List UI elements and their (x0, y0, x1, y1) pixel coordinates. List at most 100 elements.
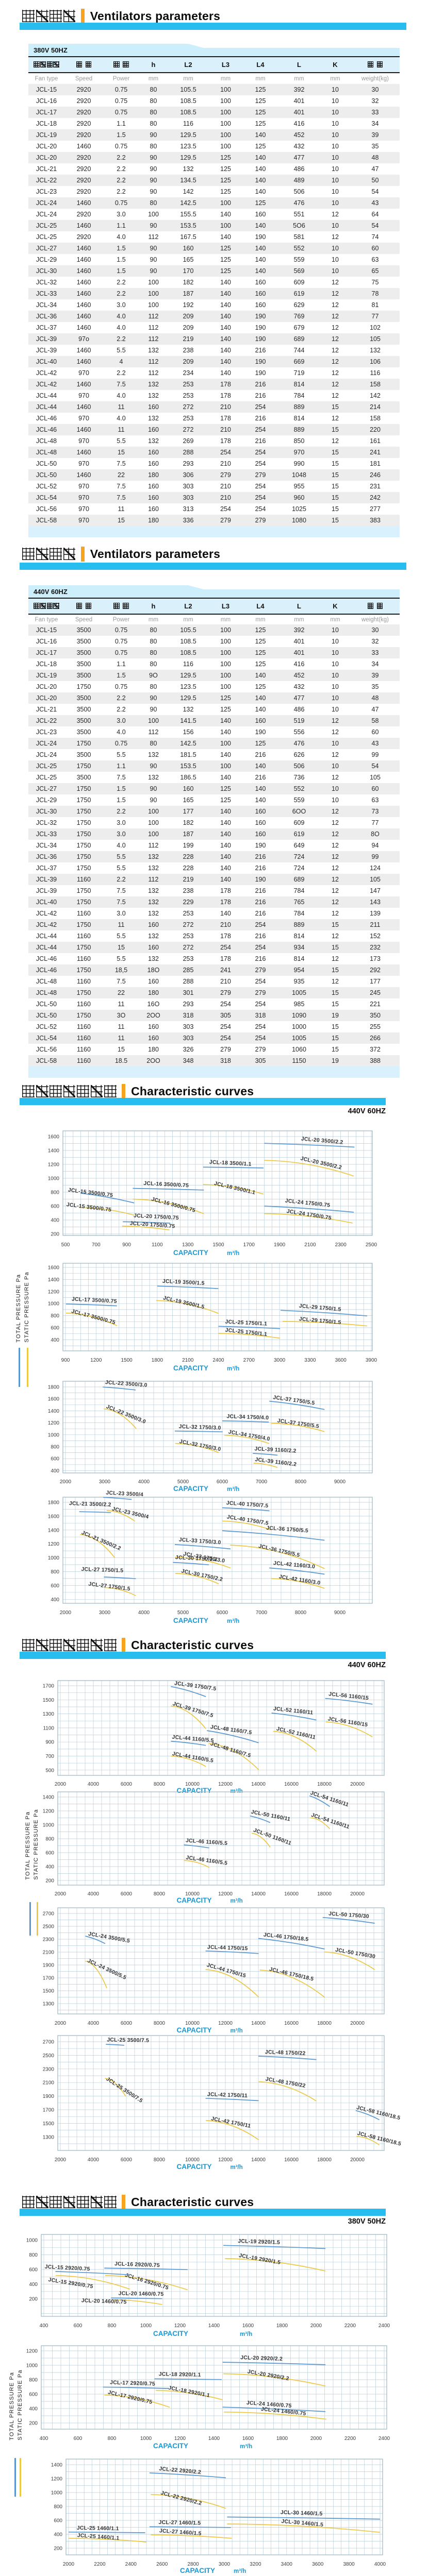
cell: 269 (183, 437, 194, 445)
table-row: JCL-42 1160 3.0 132 253 140 216 784 12 139 (28, 908, 400, 919)
cell: 4.0 (117, 392, 126, 399)
cell: 5.5 (117, 955, 126, 962)
cell: 506 (293, 762, 305, 770)
cell: 279 (255, 1046, 266, 1053)
cell: 5.5 (117, 933, 126, 940)
x-tick-label: 14000 (251, 2021, 266, 2026)
x-tick-label: 10000 (185, 2021, 200, 2026)
x-tick-label: 4000 (88, 1782, 100, 1787)
cell: 143 (370, 899, 381, 906)
y-tick-label: 1500 (43, 1989, 55, 1994)
x-tick-label: 4000 (138, 1479, 150, 1485)
table-row: JCL-33 1750 3.0 100 187 140 160 619 12 8O (28, 828, 400, 840)
cell: 125 (255, 109, 266, 116)
cell: 12 (332, 865, 339, 872)
curve-label: JCL-58 1160/18.5 (357, 2130, 402, 2147)
table-row: JCL-39 1750 7.5 132 238 178 216 784 12 147 (28, 885, 400, 896)
curve-total (123, 1221, 171, 1224)
cell: 1.5 (117, 785, 126, 792)
cell: 1460 (76, 347, 91, 354)
curve-label: JCL-27 1750/1.5 (88, 1581, 131, 1592)
cell: 12 (332, 978, 339, 985)
cell: 100 (148, 211, 159, 218)
cell: 132 (148, 910, 159, 917)
x-tick-label: 1000 (140, 2436, 152, 2442)
section-title-en: Characteristic curves (131, 1638, 254, 1652)
curve-total (173, 1562, 209, 1566)
cell: 178 (220, 381, 231, 388)
curve-total (264, 1206, 354, 1213)
curve-label: JCL-20 1750/0.75 (129, 1220, 175, 1229)
cell: 452 (293, 131, 305, 139)
cell: 140 (220, 717, 231, 724)
cell: 10 (332, 188, 339, 195)
curve-total (227, 2516, 381, 2520)
cell: 99 (371, 853, 379, 860)
cell: 1090 (292, 1012, 306, 1019)
x-tick-label: 2800 (187, 2562, 199, 2567)
cell: 54 (371, 188, 379, 195)
cell: 160 (148, 483, 159, 490)
section-title-cn (22, 1085, 117, 1097)
x-tick-label: 16000 (284, 1891, 299, 1897)
y-tick-label: 1000 (48, 1301, 60, 1307)
cell: 153.5 (180, 222, 196, 229)
cell: 90 (150, 188, 157, 195)
y-tick-label: 1400 (48, 1528, 60, 1533)
x-tick-label: 18000 (317, 2157, 332, 2163)
col-header (64, 57, 103, 72)
cell: 190 (255, 233, 266, 241)
cell: 279 (255, 989, 266, 996)
cell: 4.0 (117, 233, 126, 241)
cell: 4.0 (117, 313, 126, 320)
cell: 1.1 (117, 222, 126, 229)
cell: JCL-50 (36, 1001, 57, 1008)
cell: 140 (220, 335, 231, 343)
x-tick-label: 4000 (374, 2562, 386, 2567)
cell: 6OO (292, 808, 306, 815)
table-tab (28, 585, 400, 598)
table-header-line (28, 598, 400, 599)
cell: 1750 (76, 842, 91, 849)
x-tick-label: 3800 (343, 2562, 355, 2567)
cell: 39 (371, 672, 379, 679)
cell: 3500 (76, 706, 91, 713)
curve-label: JCL-20 2920/2.2 (247, 2368, 290, 2382)
cell: 232 (370, 944, 381, 951)
y-tick-label: 2500 (43, 2053, 55, 2059)
cell: 100 (220, 683, 231, 690)
curve-label: JCL-20 3500/2.2 (300, 1155, 342, 1171)
x-tick-label: 6000 (121, 2021, 133, 2026)
col-subheader: weight(kg) (361, 616, 389, 623)
curve-static (184, 1860, 209, 1868)
cell: JCL-36 (36, 853, 57, 860)
cell: 1460 (76, 143, 91, 150)
cell: 814 (293, 415, 305, 422)
cell: 7.5 (117, 381, 126, 388)
curve-label: JCL-54 1160/11 (309, 1790, 349, 1808)
cell: 477 (293, 154, 305, 161)
cell: 73 (371, 808, 379, 815)
chart-border (57, 1907, 385, 2014)
table-row: JCL-54 970 7.5 160 303 210 254 960 15 242 (28, 492, 400, 503)
cell: 551 (293, 211, 305, 218)
cell: 220 (370, 426, 381, 433)
curve-label: JCL-27 1750/1.5 (81, 1566, 123, 1574)
section-header-2: Ventilators parameters (22, 545, 220, 563)
cell: 18.5 (114, 1057, 128, 1064)
col-subheader: weight(kg) (361, 75, 389, 82)
cell: 292 (370, 967, 381, 974)
x-tick-label: 12000 (218, 1891, 233, 1897)
cell: 106 (370, 358, 381, 365)
table-row: JCL-27 1460 1.5 90 160 125 140 552 10 60 (28, 243, 400, 254)
col-header: h (151, 602, 156, 610)
x-tick-label: 2100 (304, 1242, 316, 1248)
cell: 1460 (76, 471, 91, 479)
y-tick-label: 2700 (43, 2040, 55, 2045)
cell: JCL-24 (36, 199, 57, 207)
cell: 125 (220, 267, 231, 275)
cell: 970 (78, 392, 89, 399)
cell: 15 (332, 471, 339, 479)
y-tick-label: 1900 (43, 1963, 55, 1969)
chart-grid (66, 2459, 383, 2555)
